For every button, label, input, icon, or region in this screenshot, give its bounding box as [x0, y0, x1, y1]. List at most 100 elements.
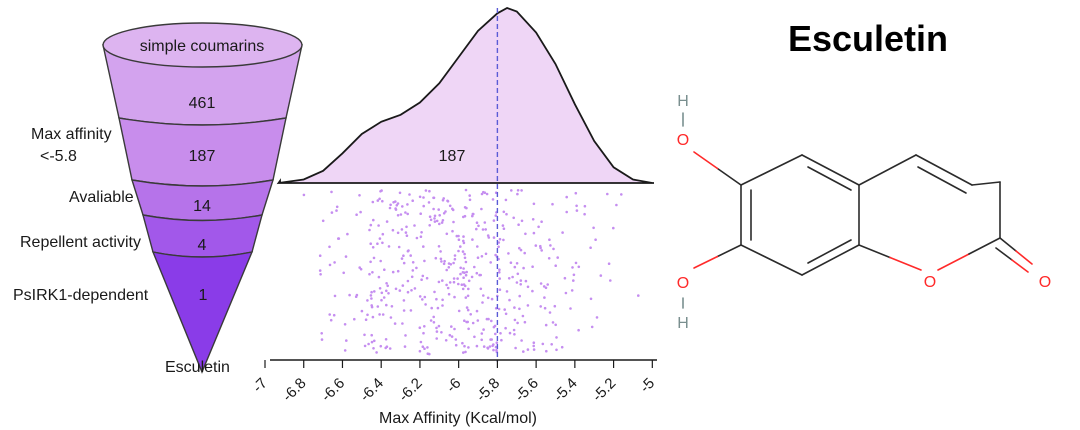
- scatter-point: [366, 313, 369, 317]
- density-curve: [276, 7, 654, 185]
- scatter-point: [387, 292, 390, 295]
- scatter-point: [435, 330, 439, 333]
- x-tick-label: -5.8: [473, 375, 503, 405]
- scatter-point: [446, 286, 450, 290]
- scatter-point: [401, 205, 404, 208]
- scatter-point: [463, 214, 467, 218]
- scatter-point: [577, 265, 581, 269]
- scatter-point: [599, 274, 603, 277]
- scatter-point: [482, 345, 486, 348]
- funnel-count-461: 461: [189, 95, 216, 112]
- scatter-point: [544, 323, 548, 327]
- bond: [968, 237, 1001, 255]
- scatter-point: [490, 297, 494, 301]
- scatter-point: [378, 197, 381, 201]
- scatter-point: [404, 231, 408, 234]
- bond: [740, 244, 803, 276]
- scatter-point: [418, 326, 422, 330]
- scatter-point: [428, 189, 431, 193]
- scatter-point: [381, 241, 384, 245]
- funnel-count-14: 14: [193, 198, 211, 215]
- scatter-point: [516, 272, 520, 276]
- scatter-point: [377, 275, 381, 279]
- scatter-point: [346, 232, 349, 236]
- bond: [1015, 250, 1033, 265]
- scatter-point: [518, 294, 521, 298]
- scatter-point: [379, 190, 382, 193]
- scatter-point: [363, 344, 367, 348]
- scatter-point: [473, 335, 476, 339]
- scatter-point: [565, 210, 568, 214]
- bond: [858, 244, 891, 259]
- scatter-point: [371, 200, 375, 204]
- scatter-point: [320, 338, 324, 341]
- scatter-point: [370, 290, 373, 294]
- scatter-point: [441, 279, 444, 282]
- scatter-point: [454, 343, 458, 347]
- scatter-point: [537, 225, 540, 229]
- scatter-point: [572, 279, 575, 282]
- scatter-point: [366, 299, 369, 302]
- scatter-point: [381, 199, 384, 203]
- scatter-point: [498, 277, 502, 280]
- scatter-point: [369, 223, 373, 227]
- scatter-point: [328, 245, 331, 249]
- scatter-point: [452, 220, 455, 224]
- scatter-point: [489, 261, 493, 264]
- scatter-point: [437, 245, 441, 248]
- scatter-point: [520, 339, 523, 342]
- scatter-point: [551, 202, 554, 206]
- scatter-point: [516, 192, 519, 196]
- scatter-point: [520, 219, 524, 223]
- scatter-point: [460, 283, 464, 287]
- atom-hydrogen-bottom: H: [677, 315, 689, 332]
- scatter-point: [502, 210, 506, 214]
- scatter-point: [545, 349, 548, 353]
- funnel-band-1: [151, 251, 254, 374]
- scatter-point: [432, 196, 435, 200]
- scatter-point: [438, 222, 441, 226]
- scatter-point: [463, 284, 467, 288]
- scatter-point: [440, 221, 444, 224]
- scatter-point: [609, 279, 612, 282]
- scatter-point: [540, 220, 543, 223]
- scatter-point: [420, 231, 423, 234]
- scatter-point: [329, 318, 333, 322]
- funnel-side-label-max-affinity: Max affinity: [31, 126, 112, 143]
- scatter-point: [343, 349, 347, 352]
- scatter-point: [373, 290, 376, 293]
- scatter-point: [451, 229, 454, 233]
- scatter-point: [409, 309, 413, 312]
- scatter-point: [554, 264, 557, 268]
- scatter-point: [445, 283, 448, 287]
- scatter-point: [462, 267, 465, 270]
- scatter-point: [481, 228, 485, 231]
- scatter-point: [399, 213, 403, 216]
- scatter-point: [363, 333, 366, 337]
- scatter-point: [461, 250, 465, 253]
- scatter-point: [385, 289, 388, 293]
- funnel: simple coumarins 461 187 14 4 1 Max affi…: [13, 22, 303, 376]
- scatter-point: [411, 261, 415, 264]
- scatter-point: [440, 331, 443, 334]
- scatter-point: [539, 282, 543, 285]
- scatter-point: [516, 321, 519, 325]
- scatter-point: [501, 224, 505, 227]
- scatter-point: [495, 341, 499, 345]
- scatter-points: [302, 188, 640, 356]
- scatter-point: [342, 271, 346, 275]
- scatter-point: [470, 275, 474, 279]
- scatter-point: [328, 313, 332, 316]
- scatter-point: [358, 194, 361, 197]
- scatter-point: [488, 345, 492, 348]
- scatter-point: [432, 207, 435, 211]
- scatter-point: [401, 284, 405, 287]
- scatter-point: [589, 246, 592, 249]
- atom-oxygen-carbonyl: O: [1039, 274, 1051, 291]
- bond: [693, 151, 719, 170]
- scatter-point: [467, 279, 471, 283]
- scatter-point: [513, 265, 517, 269]
- scatter-point: [433, 220, 437, 223]
- atom-oxygen-ring: O: [924, 274, 936, 291]
- scatter-point: [423, 347, 426, 351]
